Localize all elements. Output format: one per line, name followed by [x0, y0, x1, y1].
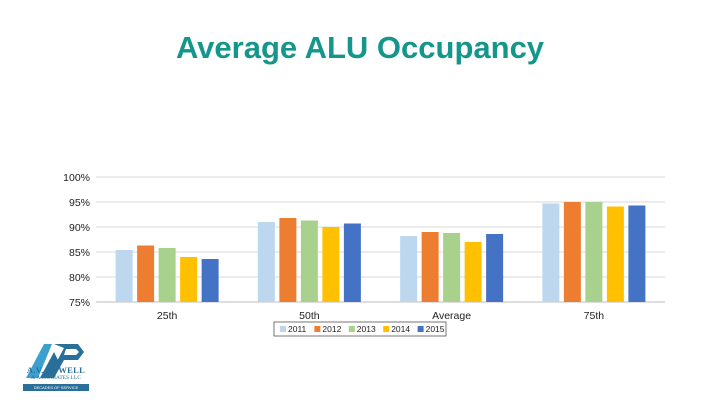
bar-2015-75th: [628, 205, 646, 302]
y-tick-label: 85%: [69, 247, 90, 259]
legend-swatch-2013: [348, 326, 355, 332]
bar-2014-Average: [464, 242, 482, 302]
bar-2012-25th: [137, 245, 155, 302]
x-category-label: Average: [432, 310, 471, 322]
bar-2014-75th: [606, 206, 624, 302]
legend-swatch-2012: [314, 326, 321, 332]
bar-2014-50th: [322, 227, 340, 302]
x-category-label: 75th: [584, 310, 605, 322]
bar-2013-Average: [443, 233, 461, 302]
bars: [115, 202, 646, 302]
bar-2011-50th: [257, 222, 275, 302]
y-tick-label: 90%: [69, 222, 90, 234]
x-category-label: 25th: [157, 310, 178, 322]
legend-label-2012: 2012: [322, 324, 341, 334]
company-logo-icon: [26, 344, 84, 378]
logo-company-subtitle: & ASSOCIATES LLC: [31, 375, 81, 381]
bar-2013-50th: [300, 220, 318, 302]
legend-box: [273, 321, 447, 337]
legend-label-2015: 2015: [426, 324, 445, 334]
y-tick-label: 80%: [69, 272, 90, 284]
bar-2015-Average: [486, 234, 504, 302]
legend-swatch-2015: [417, 326, 424, 332]
bar-2012-50th: [279, 218, 297, 302]
legend-label-2011: 2011: [288, 324, 307, 334]
x-axis-category-labels: 25th 50th Average 75th: [157, 310, 604, 322]
bar-2015-50th: [343, 223, 361, 302]
bar-2011-25th: [115, 250, 133, 302]
legend: 2011 2012 2013 2014 2015: [273, 321, 447, 337]
legend-swatch-2014: [383, 326, 390, 332]
y-tick-label: 100%: [63, 172, 90, 184]
bar-2013-75th: [585, 202, 603, 302]
bar-2012-Average: [421, 232, 439, 302]
bar-2014-25th: [180, 257, 198, 302]
legend-swatch-2011: [280, 326, 286, 332]
slide-title: Average ALU Occupancy: [175, 30, 545, 65]
legend-label-2013: 2013: [357, 324, 376, 334]
logo-company-name: A.V. POWELL: [26, 365, 86, 375]
y-axis-tick-labels: 75% 80% 85% 90% 95% 100%: [63, 172, 90, 309]
bar-2015-25th: [201, 259, 219, 302]
y-tick-label: 75%: [69, 297, 90, 309]
legend-label-2014: 2014: [391, 324, 410, 334]
x-category-label: 50th: [299, 310, 320, 322]
y-tick-label: 95%: [69, 197, 90, 209]
bar-2013-25th: [158, 248, 176, 302]
bar-2011-75th: [542, 203, 560, 302]
bar-2012-75th: [563, 202, 581, 302]
bar-2011-Average: [400, 236, 418, 302]
logo-tagline: DECADES OF SERVICE: [23, 384, 89, 391]
